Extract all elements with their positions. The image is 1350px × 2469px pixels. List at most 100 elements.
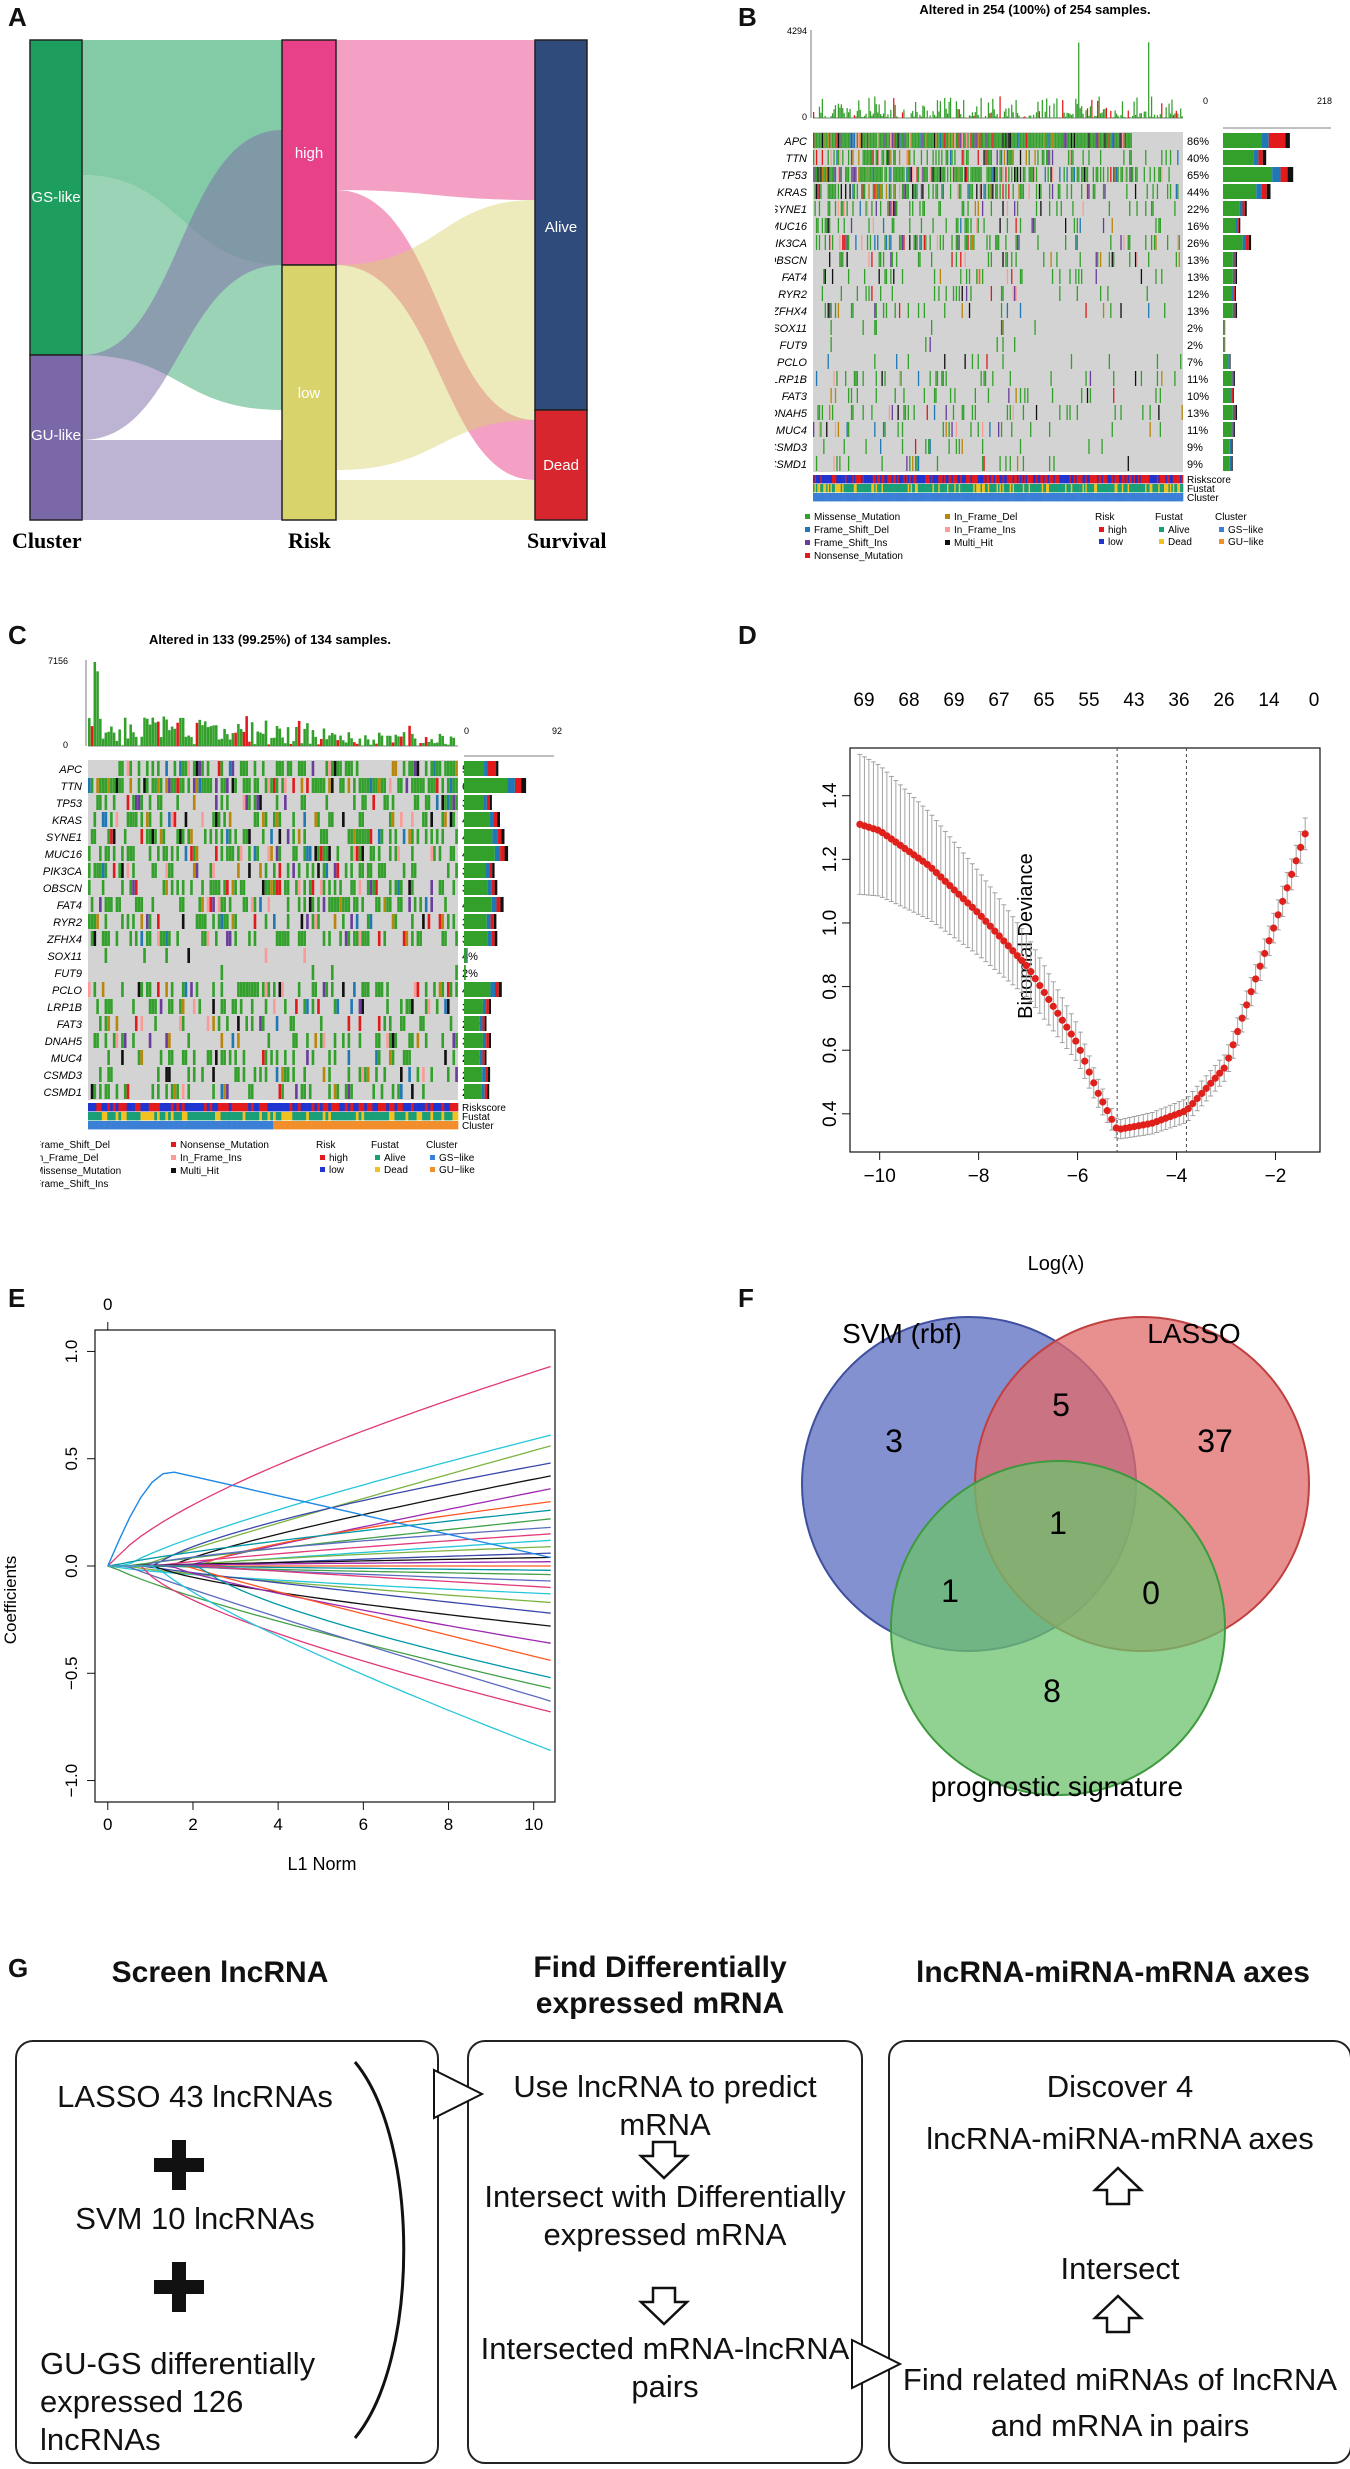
mutation-cell <box>107 931 110 946</box>
mutation-cell <box>880 167 882 182</box>
mutation-cell <box>814 167 816 182</box>
mutation-cell <box>977 354 979 369</box>
mutation-cell <box>275 1050 279 1065</box>
mutation-cell <box>275 1067 279 1082</box>
mutation-cell <box>869 150 872 165</box>
mutation-cell <box>104 897 108 912</box>
y-tick-label: −0.5 <box>62 1656 81 1690</box>
annotation-cell <box>408 1112 412 1121</box>
mutation-cell <box>852 184 854 199</box>
annotation-cell <box>1024 475 1026 484</box>
mutation-cell <box>961 439 963 454</box>
mutation-cell <box>168 1050 171 1065</box>
annotation-cell <box>1120 493 1123 502</box>
mutation-cell <box>834 184 837 199</box>
mutation-cell <box>339 931 342 946</box>
mutation-cell <box>858 150 860 165</box>
annotation-cell <box>176 1121 180 1130</box>
tmb-bar <box>314 736 317 746</box>
mutation-cell <box>912 201 914 216</box>
mutation-cell <box>1099 286 1102 301</box>
annotation-cell <box>402 1121 406 1130</box>
mutation-cell <box>273 863 276 878</box>
annotation-cell <box>366 1112 370 1121</box>
annotation-cell <box>405 1112 409 1121</box>
mutation-cell <box>413 761 417 776</box>
mutation-cell <box>813 133 815 148</box>
mutation-cell <box>833 184 835 199</box>
legend-group-label: high <box>1108 525 1127 536</box>
annotation-cell <box>129 1112 133 1121</box>
mutation-cell <box>1114 405 1116 420</box>
annotation-cell <box>913 484 916 493</box>
mutation-cell <box>380 863 384 878</box>
mutation-cell <box>917 133 920 148</box>
gene-label: SYNE1 <box>46 832 82 844</box>
tmb-bar <box>286 727 290 746</box>
mutation-cell <box>976 218 978 233</box>
annotation-cell <box>151 1103 155 1112</box>
tmb-bar <box>411 733 414 746</box>
mutation-cell <box>896 252 898 267</box>
annotation-cell <box>1095 493 1098 502</box>
annotation-cell <box>90 1103 94 1112</box>
annotation-cell <box>942 493 945 502</box>
annotation-cell <box>286 1103 290 1112</box>
annotation-cell <box>1072 484 1075 493</box>
mutation-cell <box>942 133 944 148</box>
mutation-cell <box>1041 133 1044 148</box>
mutation-cell <box>1178 252 1180 267</box>
annotation-cell <box>958 484 961 493</box>
mutation-cell <box>336 999 340 1014</box>
legend-group-label: Alive <box>1168 525 1190 536</box>
mutation-cell <box>344 761 348 776</box>
annotation-cell <box>868 475 871 484</box>
mutation-cell <box>195 761 199 776</box>
tmb-bar <box>833 109 835 118</box>
mutation-cell <box>264 778 268 793</box>
annotation-cell <box>903 475 906 484</box>
deviance-point <box>1189 1099 1197 1108</box>
mutation-cell <box>855 235 857 250</box>
mutation-cell <box>173 778 177 793</box>
mutation-cell <box>881 133 883 148</box>
mutation-cell <box>145 778 149 793</box>
annotation-cell <box>846 493 849 502</box>
mutation-cell <box>220 778 224 793</box>
deviance-point <box>1036 981 1044 990</box>
tmb-bar <box>1165 107 1167 118</box>
mutation-cell <box>234 829 237 844</box>
mutation-cell <box>198 778 202 793</box>
annotation-cell <box>1075 493 1077 502</box>
mutation-cell <box>438 846 442 861</box>
annotation-cell <box>1101 475 1104 484</box>
mutation-cell <box>1009 371 1011 386</box>
mutation-cell <box>248 778 251 793</box>
gene-bar <box>464 1016 480 1031</box>
annotation-cell <box>165 1121 169 1130</box>
annotation-cell <box>449 1112 453 1121</box>
mutation-cell <box>325 761 329 776</box>
mutation-cell <box>361 999 364 1014</box>
annotation-cell <box>834 493 837 502</box>
legend-heading: Cluster <box>426 1140 458 1151</box>
mutation-cell <box>901 133 904 148</box>
mutation-cell <box>837 150 840 165</box>
mutation-cell <box>416 761 420 776</box>
mutation-cell <box>118 778 121 793</box>
mutation-cell <box>433 761 436 776</box>
annotation-cell <box>1085 475 1088 484</box>
annotation-cell <box>1142 484 1144 493</box>
legend-swatch <box>945 514 950 519</box>
annotation-cell <box>151 1121 155 1130</box>
annotation-cell <box>923 475 926 484</box>
mutation-cell <box>444 897 447 912</box>
mutation-cell <box>132 812 135 827</box>
annotation-cell <box>1047 475 1050 484</box>
annotation-cell <box>1088 475 1091 484</box>
mutation-cell <box>831 133 834 148</box>
mutation-cell <box>231 880 235 895</box>
mutation-cell <box>220 795 224 810</box>
annotation-cell <box>297 1112 301 1121</box>
tmb-bar <box>1114 110 1116 118</box>
